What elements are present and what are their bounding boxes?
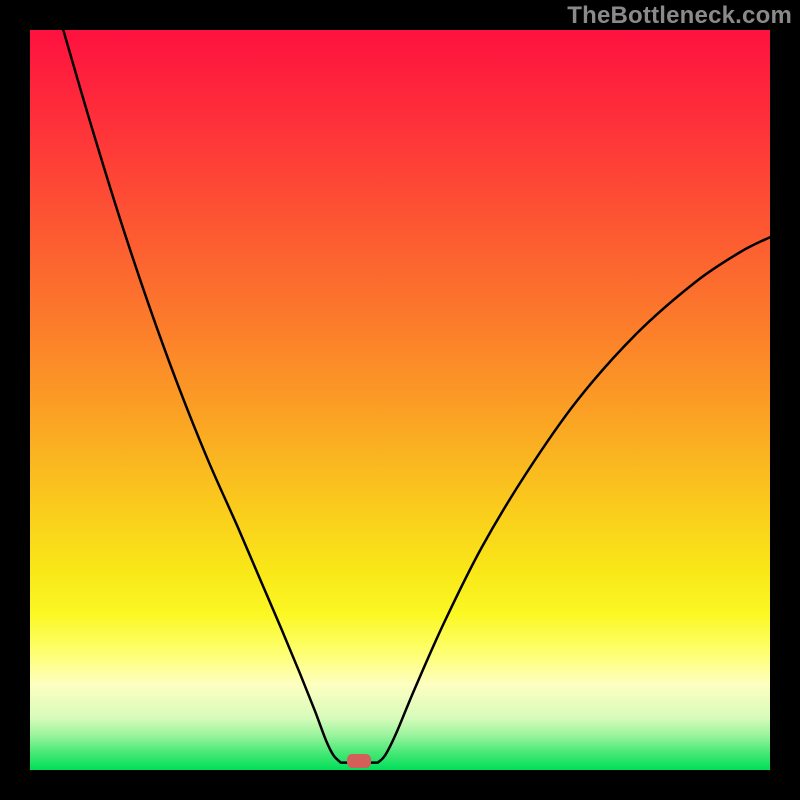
optimal-point-marker: [347, 754, 371, 767]
plot-svg: [30, 30, 770, 770]
gradient-background: [30, 30, 770, 770]
plot-area: [30, 30, 770, 770]
watermark-label: TheBottleneck.com: [567, 2, 792, 30]
chart-frame: TheBottleneck.com: [0, 0, 800, 800]
